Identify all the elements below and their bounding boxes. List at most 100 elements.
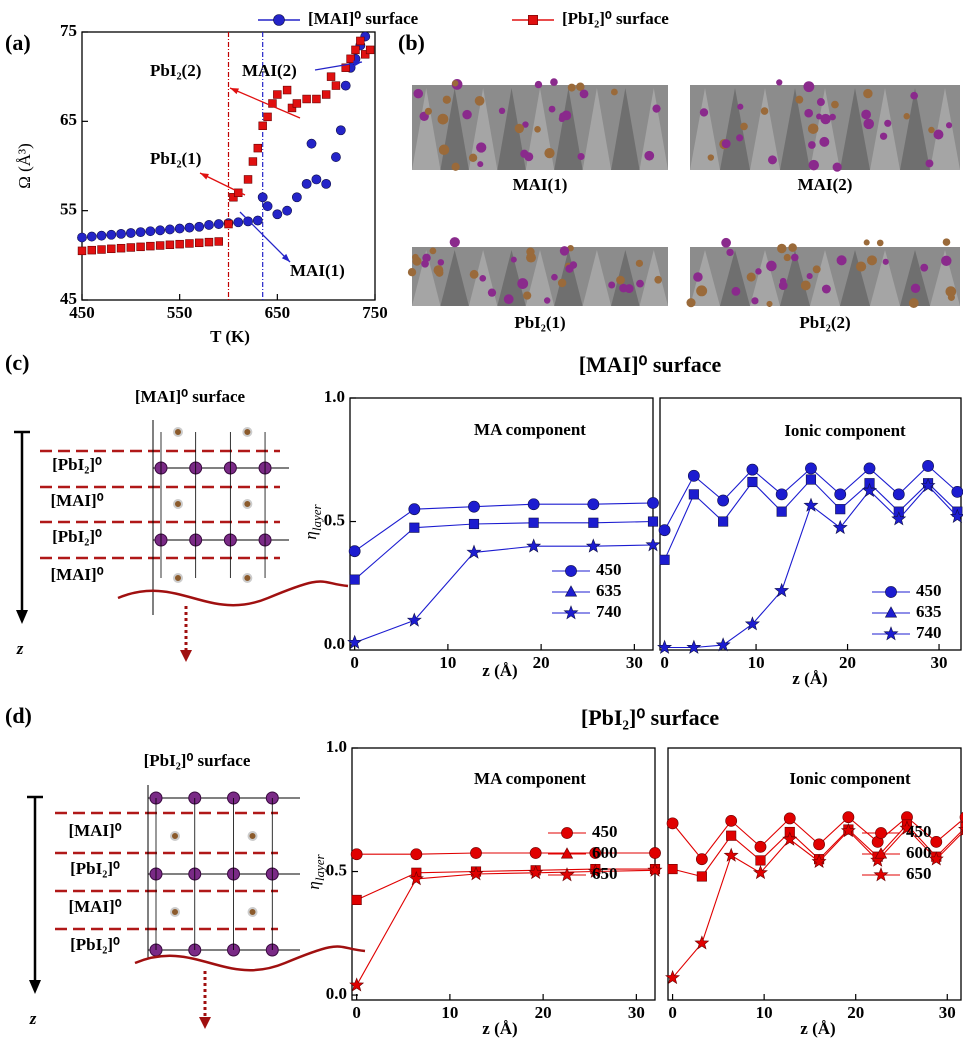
marker: [470, 847, 482, 859]
atom: [726, 248, 734, 257]
octahedron: [780, 88, 810, 170]
marker: [174, 223, 185, 234]
marker: [106, 229, 117, 240]
atom: [635, 259, 644, 267]
legend-marker: [875, 827, 887, 839]
atom: [832, 162, 842, 172]
atom: [812, 265, 821, 274]
marker: [723, 847, 739, 862]
legend-label: 635: [596, 581, 622, 600]
octahedron: [582, 250, 612, 306]
marker: [658, 524, 671, 537]
octahedron: [690, 88, 720, 170]
atom: [474, 95, 485, 106]
x-tick-label: 650: [265, 303, 291, 322]
x-axis-label: z (Å): [482, 661, 517, 680]
marker: [97, 245, 106, 254]
atom: [608, 281, 616, 289]
marker: [746, 463, 759, 476]
atom: [462, 109, 472, 120]
y-tick-label: 65: [60, 110, 77, 129]
x-tick-label: 10: [748, 653, 765, 672]
depth-axis-label: z: [29, 1009, 37, 1028]
annotation: PbI₂(2): [150, 61, 201, 80]
atom: [816, 98, 825, 107]
y-axis-subscript: layer: [312, 853, 327, 881]
atom: [610, 88, 618, 96]
atom: [577, 152, 585, 161]
atom: [920, 263, 929, 272]
marker: [194, 238, 204, 248]
marker: [526, 538, 542, 553]
legend-marker: [885, 586, 897, 598]
marker: [165, 240, 175, 250]
marker: [694, 935, 710, 950]
octahedron: [780, 250, 810, 306]
atom: [636, 279, 644, 288]
atom: [831, 100, 839, 109]
depth-arrowhead: [29, 980, 41, 994]
ma-molecule: [170, 907, 180, 917]
atom: [503, 294, 514, 305]
marker: [899, 820, 915, 835]
marker: [252, 215, 263, 226]
atom: [884, 119, 892, 127]
marker: [527, 498, 540, 511]
atom: [479, 274, 487, 282]
marker: [752, 864, 768, 880]
subplot-title: MA component: [474, 420, 586, 439]
atom: [477, 161, 484, 168]
atom: [928, 126, 935, 134]
layer-label: [PbI₂]⁰: [52, 527, 102, 546]
marker: [263, 112, 272, 122]
marker: [528, 864, 544, 880]
x-tick-label: 30: [939, 1003, 956, 1022]
annotation: MAI(1): [290, 261, 345, 280]
octahedron: [750, 250, 780, 306]
atom: [861, 109, 872, 120]
legend-marker: [561, 827, 573, 839]
atom: [863, 239, 870, 246]
marker: [248, 157, 258, 166]
legend-label: 740: [916, 623, 942, 642]
atom: [879, 132, 888, 140]
marker: [813, 838, 825, 851]
marker: [351, 894, 362, 906]
layer-label: [PbI₂]⁰: [52, 455, 102, 474]
marker: [805, 474, 817, 485]
marker: [204, 237, 214, 247]
marker: [832, 519, 848, 535]
marker: [136, 242, 145, 252]
marker: [287, 103, 297, 113]
atom: [543, 297, 551, 304]
marker: [774, 582, 790, 598]
atom: [534, 126, 541, 133]
atom: [806, 273, 813, 280]
atom: [644, 150, 655, 161]
marker: [135, 227, 146, 238]
legend-label: 635: [916, 602, 942, 621]
octahedron: [582, 88, 612, 170]
marker: [258, 121, 267, 131]
atom: [544, 147, 555, 159]
octahedron: [840, 250, 870, 306]
legend-label: 600: [906, 843, 932, 862]
atom: [551, 273, 558, 281]
series-line: [354, 544, 654, 644]
legend-label: [MAI]⁰ surface: [308, 9, 419, 28]
atom: [424, 107, 432, 115]
marker: [862, 482, 878, 497]
octahedron: [554, 88, 583, 170]
y-axis-label: ηlayer: [304, 853, 327, 889]
octahedron: [720, 88, 750, 170]
y-tick-label: 75: [60, 21, 77, 40]
marker: [406, 612, 422, 627]
atom: [429, 247, 437, 255]
marker: [126, 243, 136, 252]
marker: [257, 192, 268, 203]
marker: [687, 469, 700, 482]
octahedron: [930, 88, 960, 170]
ma-molecule: [170, 831, 180, 841]
atom: [736, 134, 744, 142]
octahedron: [468, 88, 498, 170]
